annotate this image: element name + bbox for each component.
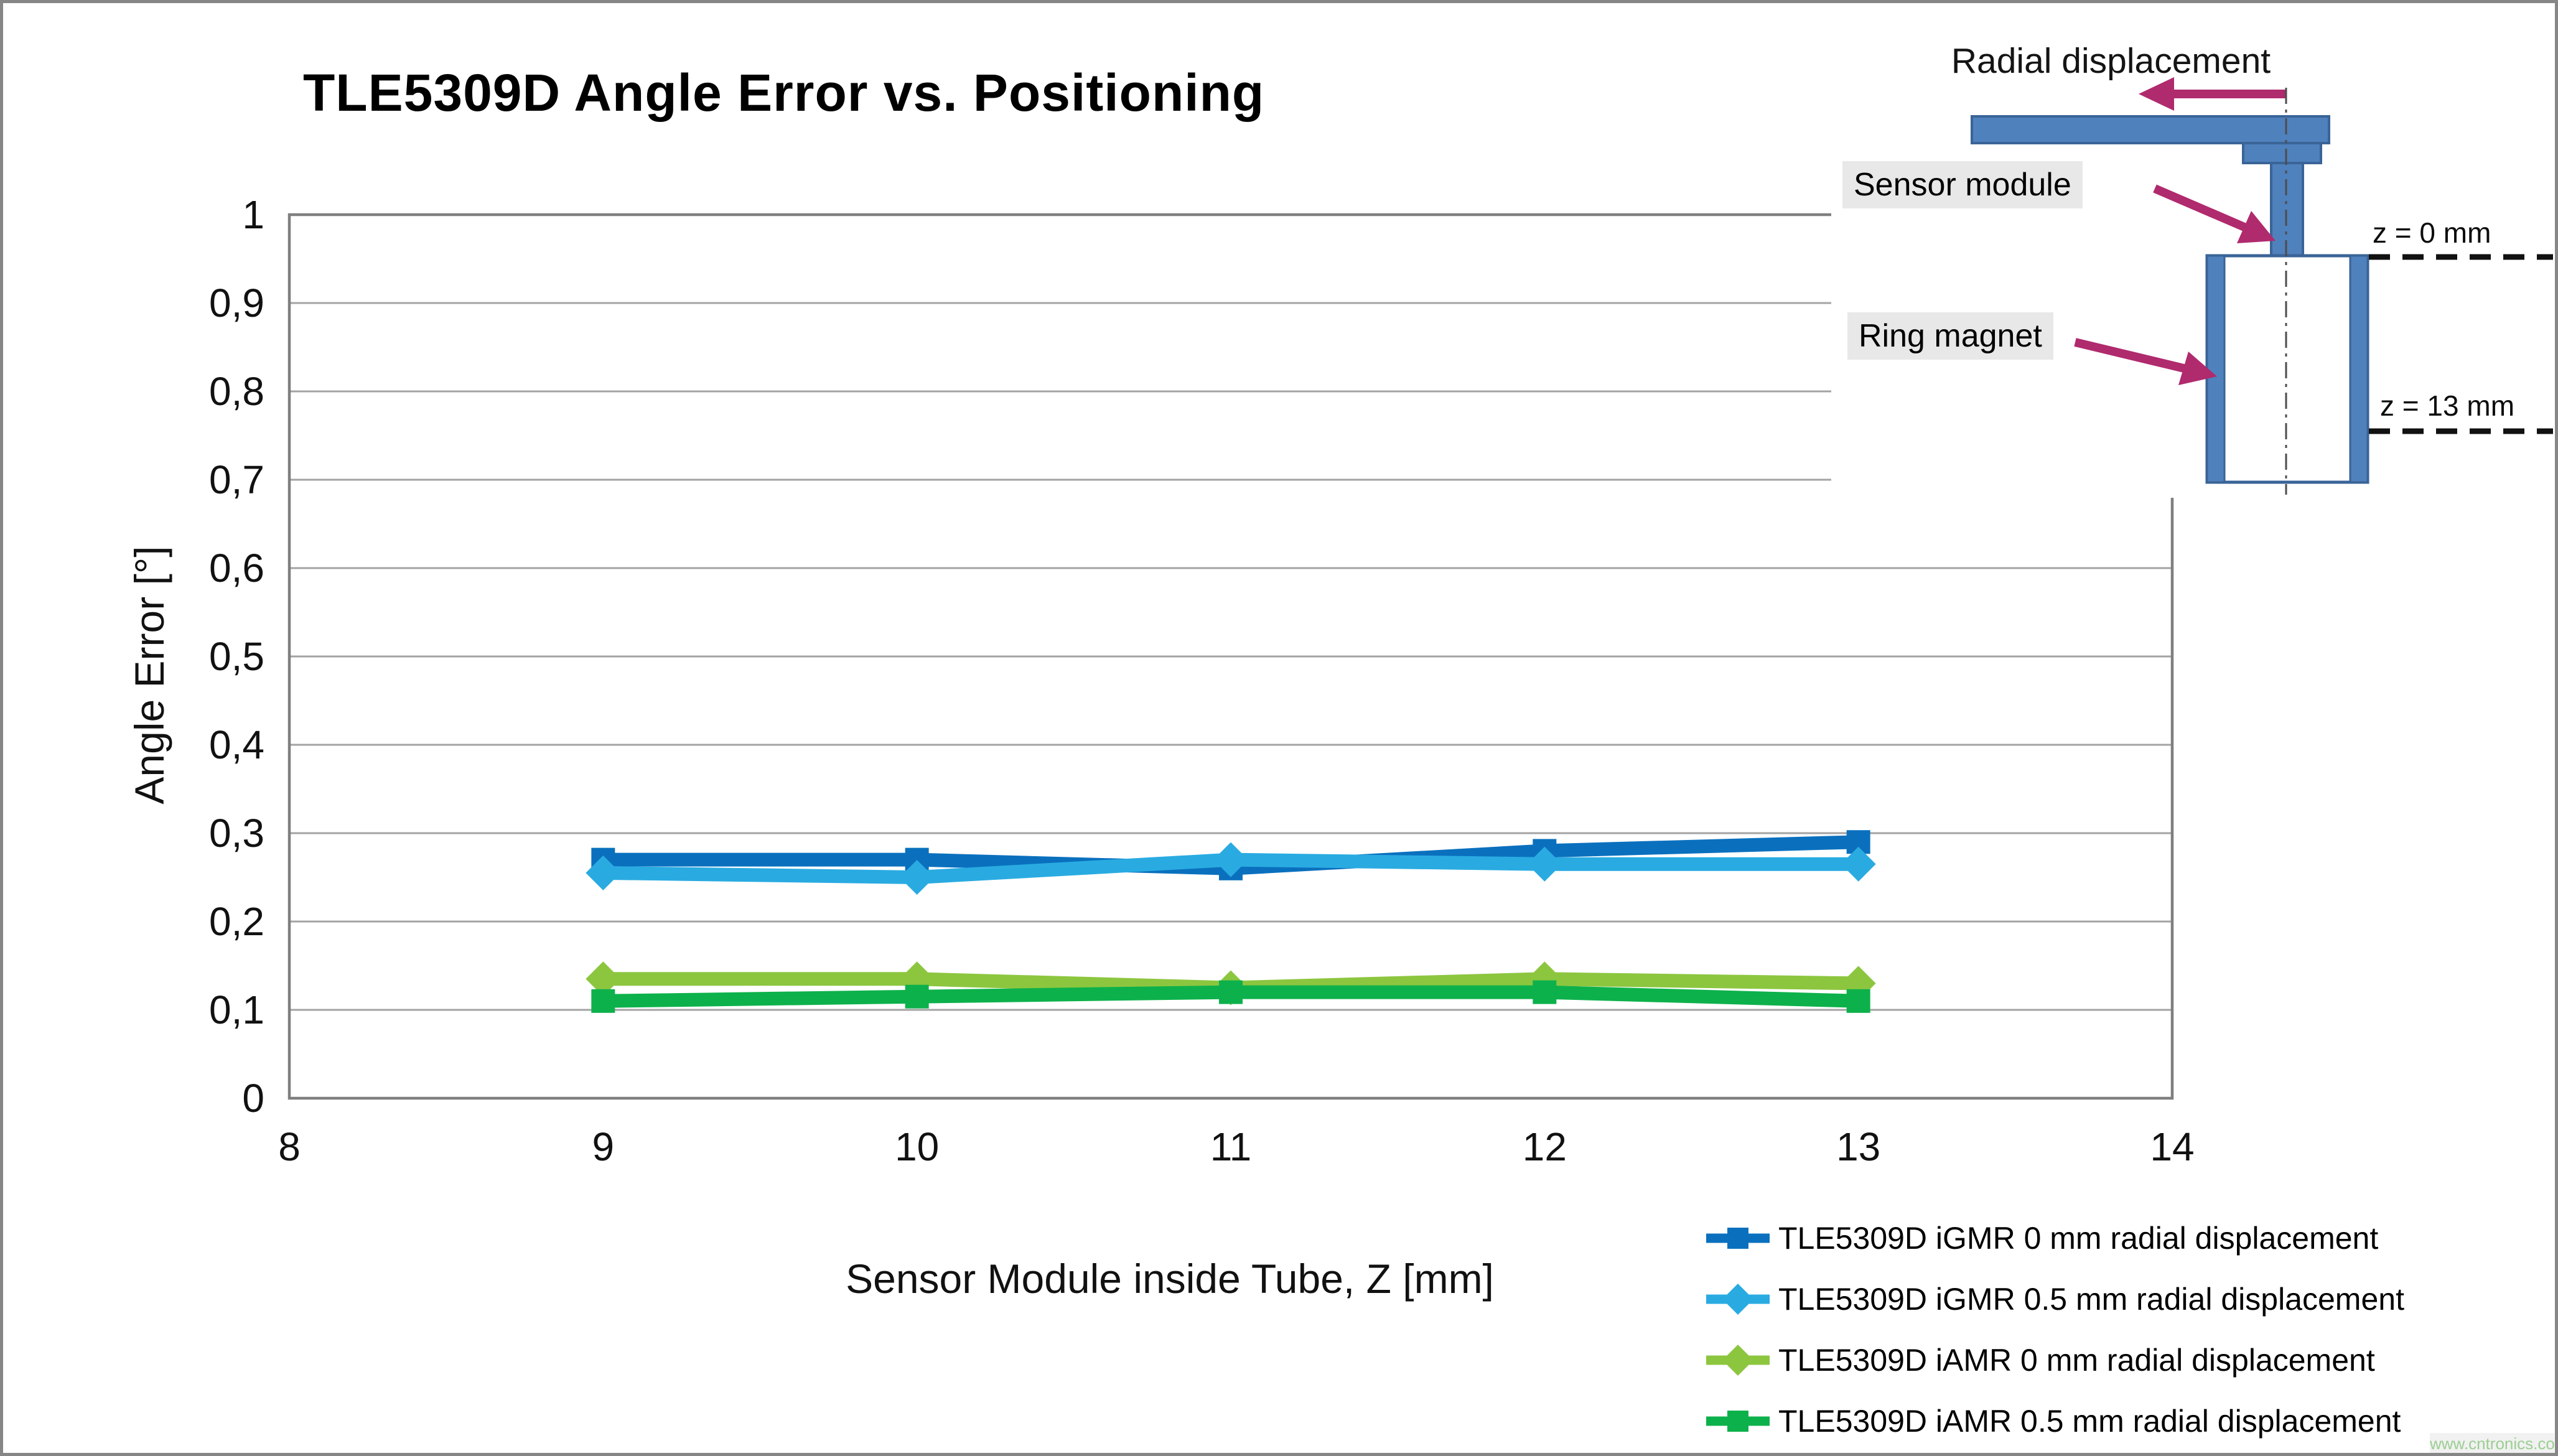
legend-marker-igmr-0mm	[1706, 1228, 1770, 1249]
inset-sensor-module-label: Sensor module	[1842, 161, 2083, 208]
y-tick-label: 0,8	[209, 369, 264, 414]
ring-magnet-right-wall	[2349, 254, 2369, 483]
x-tick-label: 9	[592, 1124, 615, 1169]
legend-item: TLE5309D iGMR 0 mm radial displacement	[1705, 1218, 2378, 1258]
x-tick-label: 14	[2150, 1124, 2194, 1169]
series-marker-3	[1219, 980, 1243, 1004]
x-tick-label: 8	[278, 1124, 301, 1169]
y-tick-label: 0,6	[209, 546, 264, 590]
y-tick-label: 0,9	[209, 281, 264, 325]
x-tick-label: 12	[1523, 1124, 1567, 1169]
y-tick-label: 1	[242, 192, 264, 237]
series-marker-3	[1533, 980, 1557, 1004]
series-marker-1	[899, 860, 935, 895]
legend-item: TLE5309D iAMR 0.5 mm radial displacement	[1705, 1401, 2401, 1441]
y-tick-label: 0,5	[209, 634, 264, 679]
y-tick-label: 0,7	[209, 457, 264, 502]
magnet-leader-line	[2074, 338, 2185, 373]
series-marker-1	[1213, 842, 1248, 877]
legend-item: TLE5309D iGMR 0.5 mm radial displacement	[1705, 1279, 2404, 1319]
legend-label: TLE5309D iAMR 0.5 mm radial displacement	[1778, 1404, 2401, 1439]
inset-z13-label: z = 13 mm	[2380, 390, 2515, 422]
y-tick-label: 0,4	[209, 722, 264, 767]
legend-marker-shape	[1727, 1228, 1748, 1249]
inset-diagram	[1971, 77, 2553, 495]
ring-magnet-outline	[2205, 254, 2369, 484]
plot-area: 1 0,9 0,8 0,7 0,6 0,5 0,4 0,3 0,2 0,1 08 9 10 11 12 13 1…	[209, 192, 2195, 1169]
inset-z0-label: z = 0 mm	[2373, 217, 2491, 249]
x-axis-title: Sensor Module inside Tube, Z [mm]	[846, 1256, 1494, 1302]
legend-label: TLE5309D iGMR 0 mm radial displacement	[1778, 1221, 2379, 1256]
inset-ring-magnet-label: Ring magnet	[1847, 312, 2053, 360]
legend-marker-shape	[1722, 1345, 1753, 1376]
x-tick-label: 10	[895, 1124, 939, 1169]
inset-radial-label: Radial displacement	[1951, 41, 2271, 81]
legend-label: TLE5309D iGMR 0.5 mm radial displacement	[1778, 1282, 2404, 1317]
y-tick-label: 0	[242, 1076, 264, 1121]
series-marker-3	[591, 989, 615, 1013]
series-marker-3	[1846, 989, 1870, 1013]
sensor-leader-line	[2153, 184, 2246, 231]
y-axis-title: Angle Error [°]	[126, 546, 172, 805]
fixture-arm-shape	[1971, 115, 2330, 144]
series-marker-1	[1841, 846, 1876, 882]
legend-marker-shape	[1727, 1411, 1748, 1432]
x-tick-label: 11	[1210, 1124, 1251, 1169]
watermark: www.cntronics.com	[2430, 1433, 2558, 1453]
legend-label: TLE5309D iAMR 0 mm radial displacement	[1778, 1343, 2375, 1378]
magnet-leader-head	[2178, 352, 2217, 385]
radial-arrow-head	[2139, 77, 2174, 111]
series-marker-2	[586, 961, 621, 997]
sensor-leader-head	[2237, 211, 2276, 243]
series-marker-1	[586, 855, 621, 890]
ring-magnet-left-wall	[2206, 254, 2226, 483]
legend-marker-iamr-0mm	[1706, 1345, 1770, 1376]
y-tick-label: 0,2	[209, 899, 264, 944]
legend-marker-shape	[1722, 1284, 1753, 1315]
legend-item: TLE5309D iAMR 0 mm radial displacement	[1705, 1340, 2375, 1380]
plot-border	[287, 213, 2174, 1100]
chart-title: TLE5309D Angle Error vs. Positioning	[303, 63, 1265, 122]
y-tick-label: 0,1	[209, 987, 264, 1032]
legend-marker-iamr-05mm	[1706, 1411, 1770, 1432]
y-tick-label: 0,3	[209, 811, 264, 856]
series-marker-3	[905, 984, 929, 1009]
mount-stub-shape	[2242, 142, 2322, 164]
legend-marker-igmr-05mm	[1706, 1284, 1770, 1315]
x-tick-label: 13	[1836, 1124, 1880, 1169]
series-marker-1	[1527, 846, 1562, 882]
